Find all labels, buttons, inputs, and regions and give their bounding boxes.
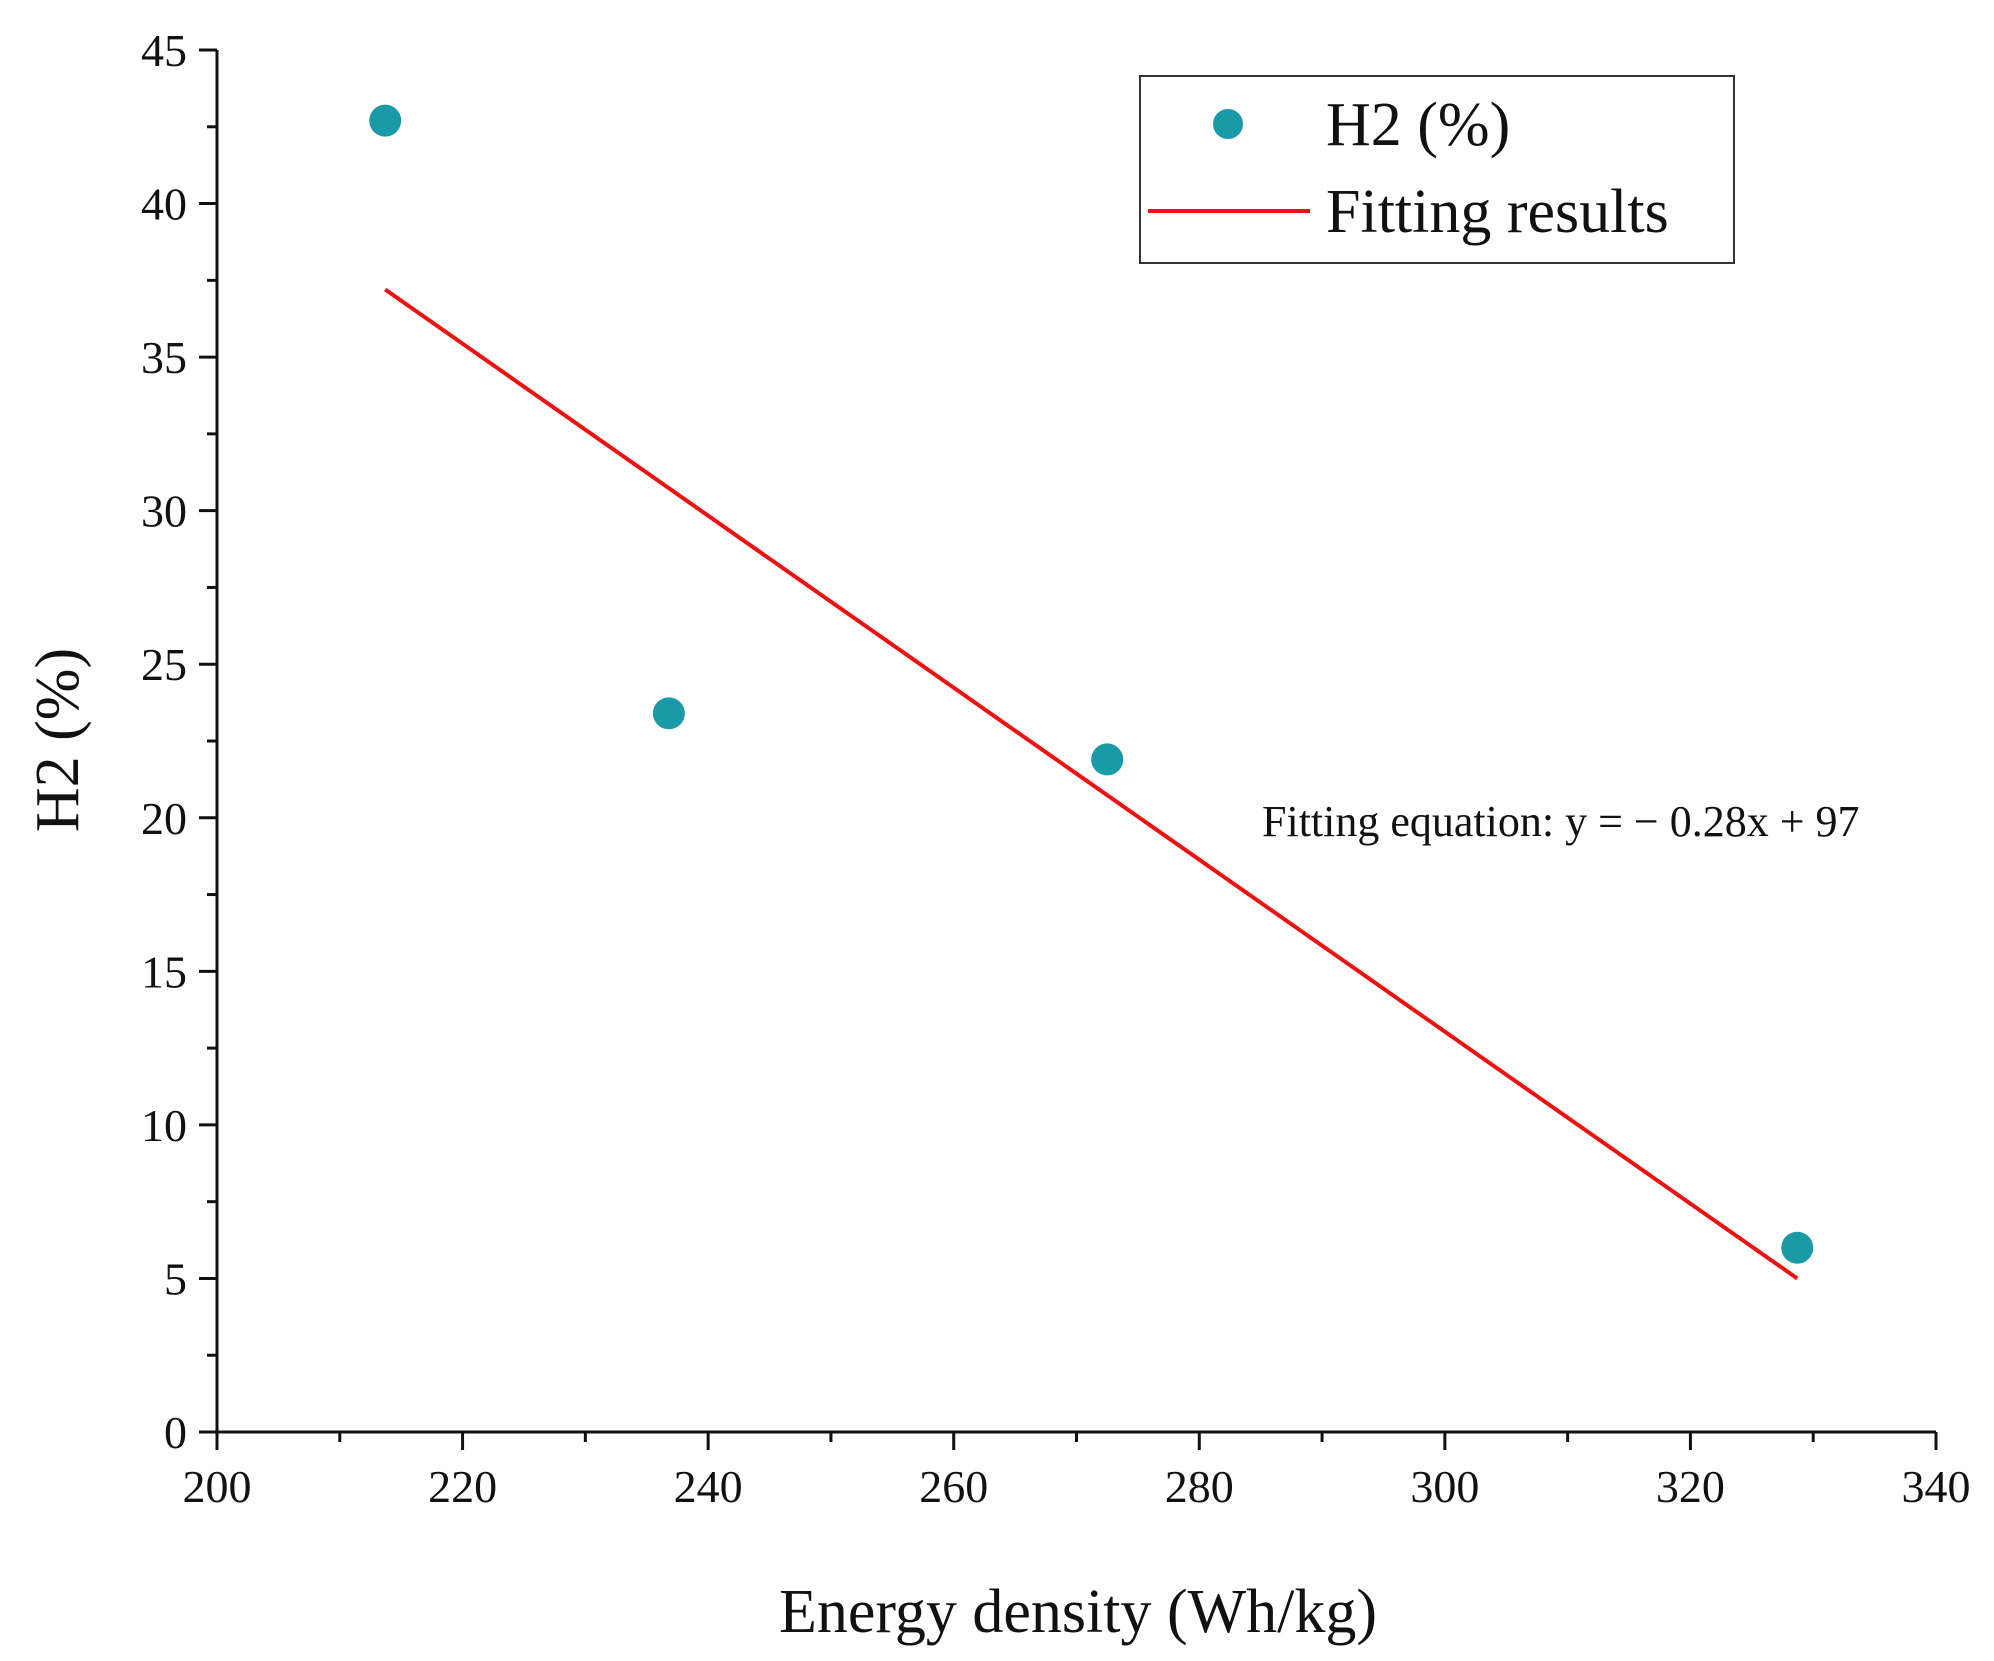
x-axis-ticks: 200 220 240 260 280 300 320 340 [183, 1432, 1971, 1512]
y-axis-ticks: 0 5 10 15 20 25 30 35 40 45 [141, 25, 217, 1458]
x-axis-label: Energy density (Wh/kg) [779, 1578, 1377, 1646]
fitting-line [384, 287, 1799, 1281]
x-tick-label: 300 [1410, 1461, 1479, 1512]
y-tick-label: 30 [141, 486, 187, 537]
y-tick-label: 0 [164, 1407, 187, 1458]
legend: H2 (%) Fitting results [1139, 75, 1735, 264]
data-point [1091, 743, 1124, 776]
scatter-points-layer [369, 104, 1814, 1264]
y-tick-label: 25 [141, 639, 187, 690]
legend-label-h2: H2 (%) [1326, 91, 1510, 159]
y-tick-label: 10 [141, 1100, 187, 1151]
x-tick-label: 320 [1656, 1461, 1725, 1512]
fit-line-layer [384, 287, 1799, 1281]
plot-area: 0 5 10 15 20 25 30 35 40 45 200 220 240 260 280 300 320… [141, 25, 1971, 1512]
y-tick-label: 15 [141, 946, 187, 997]
y-tick-label: 45 [141, 25, 187, 76]
x-tick-label: 220 [428, 1461, 497, 1512]
y-tick-label: 40 [141, 179, 187, 230]
x-tick-label: 240 [674, 1461, 743, 1512]
legend-box [1139, 75, 1735, 264]
data-point [652, 697, 685, 730]
fitting-equation-annotation: Fitting equation: y = − 0.28x + 97 [1262, 797, 1860, 846]
y-tick-label: 20 [141, 793, 187, 844]
y-axis-label: H2 (%) [24, 648, 92, 832]
legend-label-fit: Fitting results [1326, 178, 1669, 246]
x-tick-label: 200 [183, 1461, 252, 1512]
y-tick-label: 5 [164, 1253, 187, 1304]
x-tick-label: 260 [919, 1461, 988, 1512]
x-tick-label: 280 [1165, 1461, 1234, 1512]
legend-marker-h2 [1213, 109, 1243, 139]
x-tick-label: 340 [1902, 1461, 1971, 1512]
y-tick-label: 35 [141, 332, 187, 383]
data-point [1781, 1231, 1814, 1264]
data-point [369, 104, 402, 137]
